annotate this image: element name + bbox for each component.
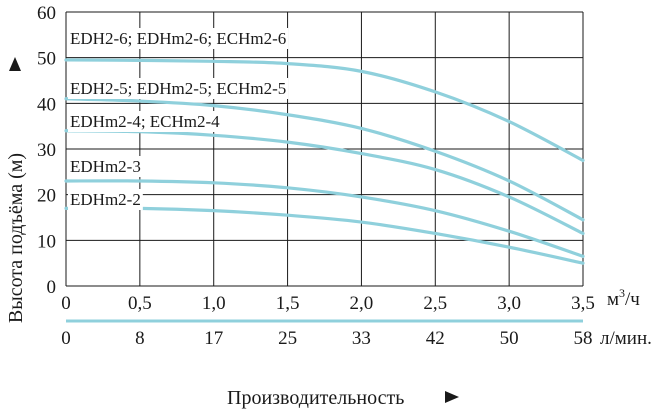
x-tick-label-secondary: 25 [278, 328, 297, 349]
x-tick-labels-secondary: 0 8 17 25 33 42 50 58 [61, 328, 592, 349]
x-axis-arrow-icon [445, 391, 459, 403]
x-tick-label-primary: 3,0 [497, 293, 521, 314]
grid [65, 11, 584, 287]
series-label-background [68, 189, 143, 210]
y-tick-label: 0 [47, 277, 57, 298]
series-label: EDH2-6; EDHm2-6; ECHm2-6 [70, 29, 286, 48]
y-tick-label: 10 [37, 231, 56, 252]
y-axis-arrow-icon [9, 57, 21, 71]
series-line [64, 97, 585, 222]
series-label-background [68, 156, 143, 177]
x-tick-label-primary: 1,5 [276, 293, 300, 314]
series-label: EDHm2-2 [70, 190, 141, 209]
x-tick-label-primary: 2,0 [350, 293, 374, 314]
series-labels: EDH2-6; EDHm2-6; ECHm2-6 EDH2-5; EDHm2-5;… [68, 28, 289, 210]
y-tick-label: 30 [37, 140, 56, 161]
series-line [64, 58, 585, 163]
x-axis-title: Производительность [227, 387, 404, 409]
x-unit-secondary: л/мин. [600, 328, 652, 349]
x-tick-label-secondary: 50 [500, 328, 519, 349]
x-tick-label-secondary: 17 [204, 328, 223, 349]
x-tick-label-secondary: 42 [426, 328, 445, 349]
y-tick-label: 50 [37, 49, 56, 70]
x-tick-label-secondary: 0 [61, 328, 71, 349]
x-tick-label-secondary: 8 [135, 328, 145, 349]
x-unit-primary: м3/ч [607, 286, 640, 310]
y-tick-label: 60 [37, 3, 56, 24]
x-tick-label-primary: 3,5 [571, 293, 595, 314]
x-tick-label-primary: 0,5 [128, 293, 152, 314]
series-line [64, 206, 585, 265]
series-curves [64, 58, 585, 265]
y-axis-title: Высота подъёма (м) [5, 153, 27, 323]
series-label: EDHm2-3 [70, 157, 141, 176]
series-label: EDH2-5; EDHm2-5; ECHm2-5 [70, 79, 286, 98]
y-tick-label: 40 [37, 94, 56, 115]
series-line [64, 179, 585, 258]
x-tick-label-primary: 0 [61, 293, 71, 314]
series-label-background [68, 28, 289, 49]
series-label-background [68, 78, 289, 99]
x-tick-label-primary: 2,5 [423, 293, 447, 314]
x-tick-label-primary: 1,0 [202, 293, 226, 314]
y-tick-labels: 0 10 20 30 40 50 60 [37, 3, 56, 298]
x-tick-labels-primary: 0 0,5 1,0 1,5 2,0 2,5 3,0 3,5 [61, 293, 595, 314]
x-tick-label-secondary: 33 [352, 328, 371, 349]
x-tick-label-secondary: 58 [574, 328, 593, 349]
series-label-background [68, 111, 223, 132]
y-tick-label: 20 [37, 186, 56, 207]
series-label: EDHm2-4; ECHm2-4 [70, 112, 220, 131]
